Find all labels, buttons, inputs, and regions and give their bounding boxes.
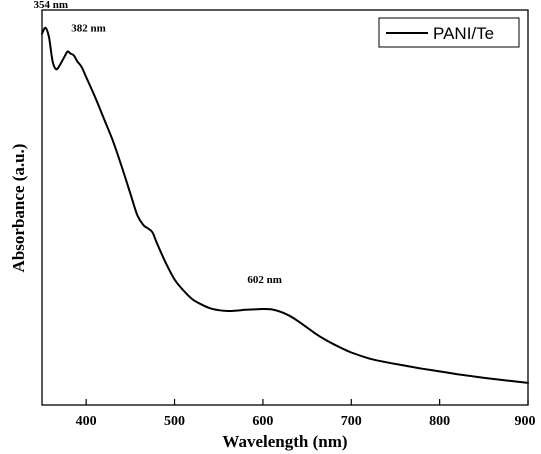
series-line-pani-te — [41, 26, 529, 384]
x-tick-label: 900 — [515, 414, 536, 429]
x-axis-title: Wavelength (nm) — [222, 432, 347, 451]
x-tick-label: 500 — [164, 414, 185, 429]
y-axis-title: Absorbance (a.u.) — [9, 144, 28, 273]
peak-label: 602 nm — [247, 274, 282, 286]
x-tick-label: 600 — [252, 414, 273, 429]
peak-label: 354 nm — [34, 0, 69, 11]
x-tick-label: 800 — [429, 414, 450, 429]
legend-label-pani-te: PANI/Te — [433, 24, 494, 43]
x-tick-label: 400 — [76, 414, 97, 429]
x-axis-ticks: 400 500 600 700 800 900 — [76, 399, 536, 429]
plot-frame — [41, 9, 529, 406]
legend: PANI/Te — [378, 17, 520, 48]
x-tick-label: 700 — [341, 414, 362, 429]
peak-label: 382 nm — [71, 22, 106, 34]
